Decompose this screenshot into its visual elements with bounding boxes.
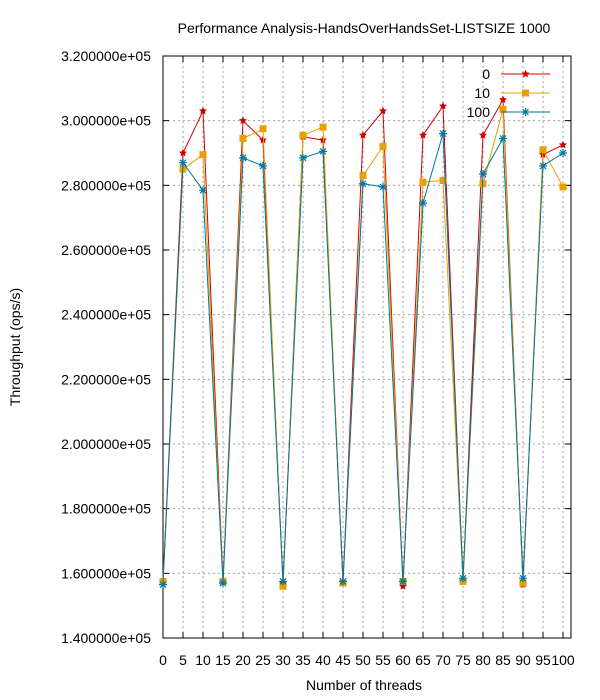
data-point xyxy=(379,143,387,151)
data-point xyxy=(319,147,327,156)
series-100 xyxy=(159,129,567,589)
x-tick-label: 35 xyxy=(295,652,311,668)
y-axis: 1.400000e+05 1.600000e+05 1.800000e+05 2.00… xyxy=(61,48,571,646)
data-point xyxy=(239,153,247,162)
data-point xyxy=(259,125,267,133)
x-axis: 0 5 10 15 20 25 30 35 40 45 50 55 60 65 70 75 80 85 90 95 10… xyxy=(159,56,575,668)
x-tick-label: 15 xyxy=(215,652,231,668)
data-point xyxy=(539,146,547,154)
data-point xyxy=(179,158,187,167)
x-axis-label: Number of threads xyxy=(306,677,422,693)
data-point xyxy=(459,574,467,583)
data-point xyxy=(359,172,367,180)
x-tick-label: 90 xyxy=(515,652,531,668)
y-axis-label: Throughput (ops/s) xyxy=(7,288,23,406)
y-tick-label: 3.000000e+05 xyxy=(61,113,151,129)
legend-label: 0 xyxy=(482,66,490,82)
data-point xyxy=(379,182,387,191)
data-point xyxy=(379,106,387,115)
y-tick-label: 2.400000e+05 xyxy=(61,307,151,323)
x-tick-label: 0 xyxy=(159,652,167,668)
data-point xyxy=(359,179,367,188)
data-point xyxy=(439,101,447,110)
legend-marker xyxy=(521,108,530,116)
x-tick-label: 65 xyxy=(415,652,431,668)
data-point xyxy=(399,577,407,586)
data-point xyxy=(299,153,307,162)
y-tick-label: 1.600000e+05 xyxy=(61,565,151,581)
y-tick-label: 1.800000e+05 xyxy=(61,501,151,517)
data-point xyxy=(559,149,567,157)
data-point xyxy=(399,582,407,590)
x-tick-label: 25 xyxy=(255,652,271,668)
legend-label: 10 xyxy=(474,85,490,101)
data-point xyxy=(559,183,567,191)
data-point xyxy=(299,131,307,139)
x-tick-label: 45 xyxy=(335,652,351,668)
series-layer xyxy=(159,95,567,590)
x-tick-label: 30 xyxy=(275,652,291,668)
x-tick-label: 100 xyxy=(551,652,575,668)
y-tick-label: 1.400000e+05 xyxy=(61,630,151,646)
data-point xyxy=(339,577,347,586)
data-point xyxy=(179,148,187,157)
y-tick-label: 2.600000e+05 xyxy=(61,242,151,258)
data-point xyxy=(199,151,207,159)
legend-marker xyxy=(522,89,529,97)
data-point xyxy=(359,131,367,139)
data-point xyxy=(199,186,207,195)
data-point xyxy=(319,123,327,131)
x-tick-label: 20 xyxy=(235,652,251,668)
data-point xyxy=(479,131,487,139)
legend: 0 10 100 xyxy=(467,66,550,120)
data-point xyxy=(259,161,267,170)
data-point xyxy=(499,134,507,143)
plot-border xyxy=(162,55,572,639)
data-point xyxy=(279,577,287,586)
x-tick-label: 40 xyxy=(315,652,331,668)
data-point xyxy=(519,579,527,587)
data-point xyxy=(499,105,507,113)
y-tick-label: 2.200000e+05 xyxy=(61,371,151,387)
data-point xyxy=(439,129,447,138)
data-point xyxy=(159,580,167,589)
data-point xyxy=(419,131,427,139)
data-point xyxy=(419,178,427,186)
data-point xyxy=(479,170,487,179)
data-point xyxy=(319,135,327,144)
x-tick-label: 75 xyxy=(455,652,471,668)
x-tick-label: 5 xyxy=(179,652,187,668)
data-point xyxy=(219,579,227,588)
data-point xyxy=(199,106,207,115)
x-tick-label: 60 xyxy=(395,652,411,668)
x-tick-label: 50 xyxy=(355,652,371,668)
data-point xyxy=(239,134,247,142)
legend-marker xyxy=(521,69,530,78)
data-point xyxy=(499,95,507,104)
data-point xyxy=(279,582,287,590)
chart-title: Performance Analysis-HandsOverHandsSet-L… xyxy=(178,20,551,36)
x-tick-label: 85 xyxy=(495,652,511,668)
x-tick-label: 95 xyxy=(535,652,551,668)
y-tick-label: 2.800000e+05 xyxy=(61,177,151,193)
data-point xyxy=(239,116,247,125)
x-tick-label: 55 xyxy=(375,652,391,668)
legend-label: 100 xyxy=(467,104,491,120)
x-tick-label: 80 xyxy=(475,652,491,668)
y-tick-label: 3.200000e+05 xyxy=(61,48,151,64)
data-point xyxy=(539,161,547,170)
data-point xyxy=(419,199,427,208)
data-point xyxy=(559,140,567,149)
x-tick-label: 10 xyxy=(195,652,211,668)
y-tick-label: 2.000000e+05 xyxy=(61,436,151,452)
data-point xyxy=(519,574,527,583)
data-point xyxy=(439,176,447,184)
x-tick-label: 70 xyxy=(435,652,451,668)
